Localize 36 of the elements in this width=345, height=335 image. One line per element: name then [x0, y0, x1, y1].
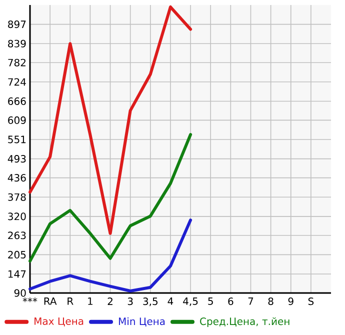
- y-tick-label: 551: [8, 136, 26, 144]
- y-tick-label: 263: [8, 232, 26, 240]
- y-tick-label: 839: [8, 40, 26, 48]
- x-tick-label: 3: [128, 298, 133, 306]
- y-tick-label: 493: [8, 155, 26, 163]
- line-series: [28, 5, 192, 235]
- y-tick-label: 90: [14, 289, 26, 297]
- y-tick-label: 320: [8, 212, 26, 220]
- y-tick-label: 378: [8, 193, 26, 201]
- y-tick-label: 666: [8, 97, 26, 105]
- y-tick-label: 609: [8, 116, 26, 124]
- x-tick-label: 8: [268, 298, 274, 306]
- x-tick-label: 1: [88, 298, 92, 305]
- x-tick-label: 7: [248, 298, 254, 305]
- y-tick-label: 436: [8, 174, 26, 182]
- y-tick-label: 147: [8, 270, 26, 278]
- x-tick-label: 6: [228, 298, 234, 306]
- x-tick-label: 2: [108, 298, 112, 305]
- line-series: [28, 218, 192, 292]
- line-series: [28, 133, 192, 263]
- x-tick-label: ***: [22, 298, 38, 302]
- x-tick-label: 4: [168, 298, 174, 305]
- y-tick-label: 724: [8, 78, 26, 86]
- x-tick-label: 4,5: [183, 298, 198, 306]
- legend-label: Сред.Цена, т.йен: [200, 317, 290, 328]
- y-tick-label: 205: [8, 250, 26, 258]
- x-tick-label: 9: [288, 298, 294, 306]
- y-tick-label: 782: [8, 58, 26, 66]
- x-tick-label: 3,5: [143, 298, 158, 306]
- x-tick-label: RA: [44, 298, 57, 305]
- legend-label: Min Цена: [118, 317, 165, 327]
- x-tick-label: S: [308, 298, 314, 306]
- y-tick-label: 897: [8, 20, 26, 28]
- legend-label: Max Цена: [34, 317, 84, 326]
- x-tick-label: R: [68, 298, 74, 305]
- x-tick-label: 5: [208, 298, 213, 305]
